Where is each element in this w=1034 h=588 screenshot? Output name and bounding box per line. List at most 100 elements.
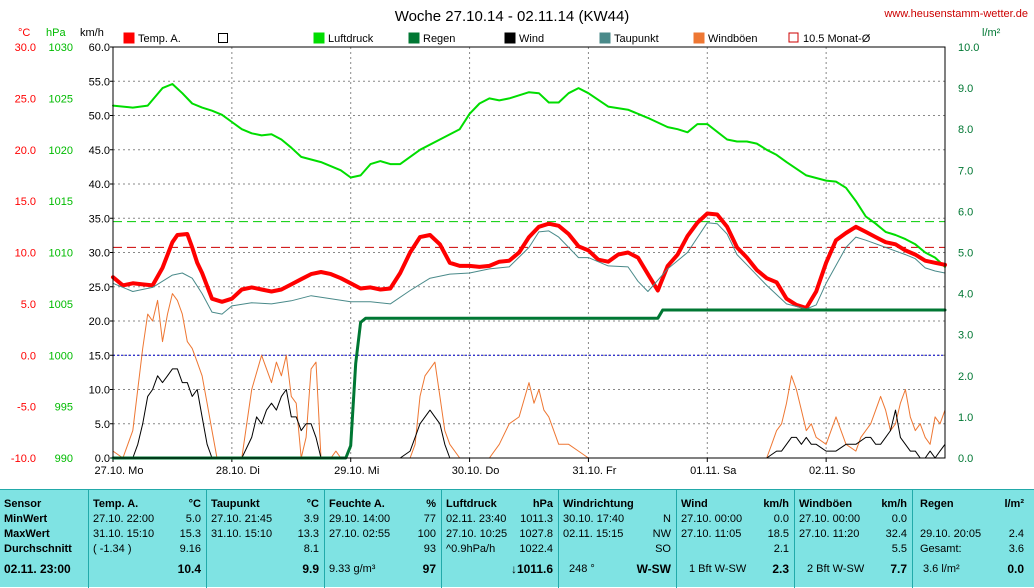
dew-unit: °C [306,498,319,510]
axes: 30.0 25.0 20.0 15.0 10.0 5.0 0.0 -5.0 -10.0 1030 1… [11,42,980,477]
tick-label-pressure: 1025 [49,93,73,105]
col-sensor: Sensor MinWert MaxWert Durchschnitt 02.1… [0,490,89,588]
dew-max-time: 31.10. 15:10 [211,528,273,540]
chart-title: Woche 27.10.14 - 02.11.14 (KW44) [395,8,630,25]
col-rain: Regen l/m² 29.10. 20:05 2.4 Gesamt: 3.6 3.6… [913,490,1034,588]
rain-current: 0.0 [1007,562,1024,576]
series-line-regen [111,308,947,460]
gust-min: 0.0 [891,513,907,525]
stats-table: Sensor MinWert MaxWert Durchschnitt 02.1… [0,489,1034,588]
legend-swatch [218,33,228,43]
site-url: www.heusenstamm-wetter.de [883,8,1028,20]
col-dew: Taupunkt °C 27.10. 21:45 3.9 31.10. 15:10 1… [207,490,325,588]
press-max-time: 27.10. 10:25 [446,528,508,540]
tick-label-rain: 7.0 [958,165,973,177]
temp-max-time: 31.10. 15:10 [93,528,155,540]
winddir-avg: SO [655,543,671,555]
gust-header: Windböen [799,498,853,510]
gust-bft: 2 Bft W-SW [807,563,865,575]
gust-min-time: 27.10. 00:00 [799,513,861,525]
hum-avg: 93 [423,543,436,555]
tick-label-wind: 50.0 [89,111,110,123]
x-tick-label: 01.11. Sa [690,465,737,477]
winddir-max-time: 02.11. 15:15 [563,528,624,540]
tick-label-rain: 0.0 [958,453,973,465]
press-trend: ^0.9hPa/h [446,543,496,555]
legend-swatch [693,32,705,44]
tick-label-temp: 25.0 [15,93,36,105]
winddir-deg: 248 ° [569,563,595,575]
gust-unit: km/h [881,498,907,510]
wind-min-time: 27.10. 00:00 [681,513,743,525]
tick-label-wind: 35.0 [89,213,110,225]
unit-kmh: km/h [80,27,104,39]
x-tick-label: 28.10. Di [216,465,260,477]
series-line-wind [112,368,946,459]
press-min-time: 02.11. 23:40 [446,513,507,525]
tick-label-pressure: 1015 [49,196,73,208]
tick-label-rain: 9.0 [958,83,973,95]
tick-label-rain: 3.0 [958,330,973,342]
unit-temp: °C [18,27,30,39]
hum-current: 97 [422,562,436,576]
tick-label-pressure: 1030 [49,42,73,54]
unit-rain: l/m² [982,27,1001,39]
rain-header: Regen [920,498,954,510]
tick-label-wind: 0.0 [95,453,110,465]
tick-label-wind: 45.0 [89,145,110,157]
hum-max-time: 27.10. 02:55 [329,528,391,540]
tick-label-rain: 6.0 [958,206,973,218]
legend-label: Regen [423,33,455,45]
winddir-max: NW [652,528,671,540]
row-label-min: MinWert [4,513,48,525]
hum-header: Feuchte A. [329,498,385,510]
unit-hpa: hPa [46,27,66,39]
tick-label-wind: 30.0 [89,248,110,260]
tick-label-temp: 10.0 [15,248,36,260]
hum-min: 77 [423,513,436,525]
rain-unit: l/m² [1004,498,1024,510]
tick-label-pressure: 1020 [49,145,73,157]
wind-max-time: 27.10. 11:05 [681,528,742,540]
temp-avg-note: ( -1.34 ) [93,543,132,555]
dew-header: Taupunkt [211,498,260,510]
rain-total: 3.6 [1008,543,1024,555]
row-label-avg: Durchschnitt [4,543,72,555]
dew-current: 9.9 [302,562,319,576]
press-header: Luftdruck [446,498,497,510]
tick-label-wind: 60.0 [89,42,110,54]
sensor-header: Sensor [4,498,42,510]
tick-label-pressure: 1010 [49,248,73,260]
gust-max: 32.4 [885,528,907,540]
legend-swatch [313,32,325,44]
rain-sum: 3.6 l/m² [923,563,960,575]
tick-label-temp: 20.0 [15,145,36,157]
footer-time: 02.11. 23:00 [4,562,71,576]
col-temp: Temp. A. °C 27.10. 22:00 5.0 31.10. 15:10 1… [89,490,207,588]
legend-swatch [504,32,516,44]
legend-swatch [123,32,135,44]
wind-current: 2.3 [772,562,789,576]
weather-chart: Woche 27.10.14 - 02.11.14 (KW44) www.heu… [11,8,1028,477]
wind-unit: km/h [763,498,789,510]
rain-max: 2.4 [1008,528,1024,540]
tick-label-rain: 4.0 [958,289,973,301]
tick-label-temp: 30.0 [15,42,36,54]
tick-label-wind: 20.0 [89,316,110,328]
legend-swatch [408,32,420,44]
temp-max: 15.3 [179,528,201,540]
legend-label: Luftdruck [328,33,374,45]
tick-label-rain: 2.0 [958,371,973,383]
tick-label-pressure: 1005 [49,299,73,311]
legend-swatch [599,32,611,44]
x-tick-label: 02.11. So [809,465,855,477]
legend-label: Temp. A. [138,33,181,45]
hum-min-time: 29.10. 14:00 [329,513,391,525]
tick-label-pressure: 1000 [49,350,73,362]
grid [113,47,945,458]
temp-current: 10.4 [177,562,201,576]
hum-abs: 9.33 g/m³ [329,563,376,575]
temp-avg: 9.16 [179,543,201,555]
wind-header: Wind [681,498,708,510]
temp-min-time: 27.10. 22:00 [93,513,155,525]
